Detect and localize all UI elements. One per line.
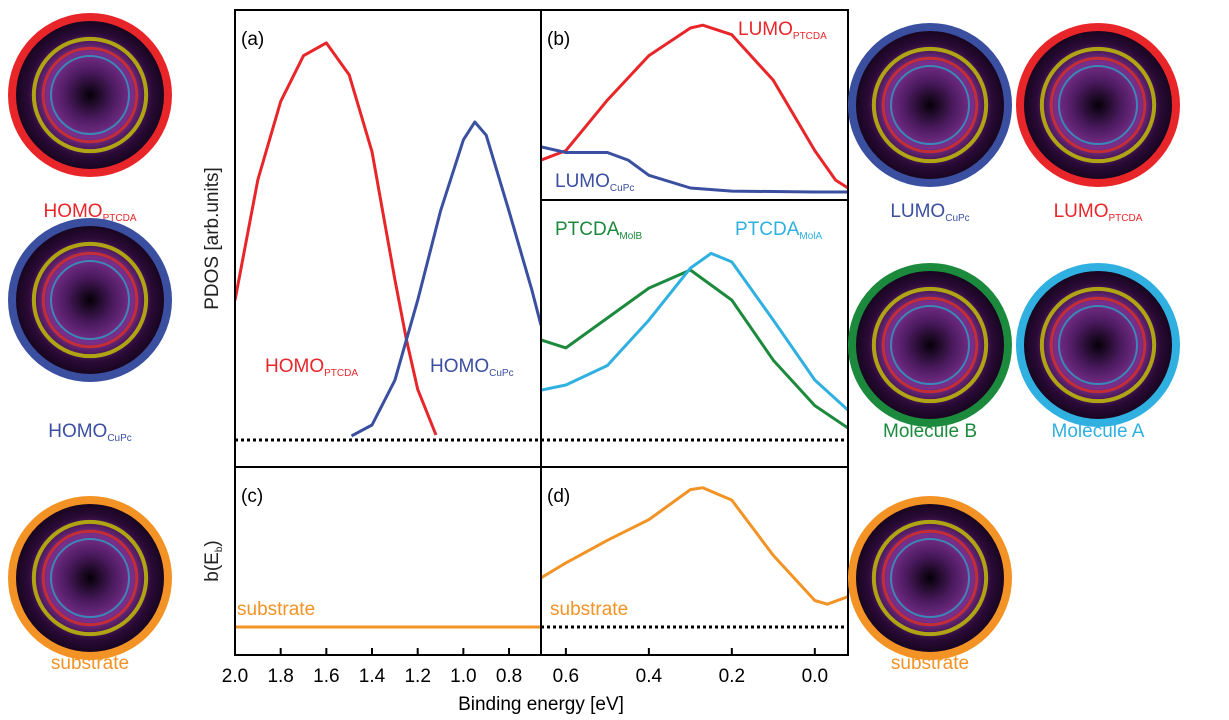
label-main: b(E — [202, 552, 223, 582]
map-label: substrate — [51, 653, 129, 674]
map-feature — [50, 55, 130, 135]
label-end: ) — [202, 540, 223, 546]
label-sub: PTCDA — [324, 368, 358, 379]
x-tick-label: 0.0 — [802, 666, 828, 687]
map-feature — [890, 65, 970, 145]
curve-label: substrate — [550, 599, 628, 620]
map-label: Molecule A — [1052, 421, 1145, 442]
x-tick-label: 1.2 — [404, 666, 430, 687]
map-feature — [871, 286, 989, 404]
label-main: LUMO — [890, 201, 945, 222]
map-feature — [881, 529, 979, 627]
x-tick-label: 0.2 — [719, 666, 745, 687]
map-feature — [1058, 305, 1138, 385]
curve — [350, 120, 541, 438]
map-feature — [890, 305, 970, 385]
map-feature — [50, 260, 130, 340]
label-main: substrate — [51, 653, 129, 674]
panel-label: (a) — [241, 29, 264, 50]
label-sub: CuPc — [945, 213, 969, 224]
label-main: Molecule A — [1052, 421, 1145, 442]
x-tick-label: 1.6 — [313, 666, 339, 687]
y-axis-label: b(Eb) — [202, 540, 225, 581]
x-axis-label: Binding energy [eV] — [458, 694, 624, 715]
label-main: substrate — [237, 599, 315, 620]
label-sub: PTCDA — [103, 213, 137, 224]
x-tick-label: 2.0 — [222, 666, 248, 687]
curve-label: HOMOCuPc — [430, 356, 514, 379]
label-sub: MolA — [799, 231, 822, 242]
label-sub: PTCDA — [793, 31, 827, 42]
map-feature — [1039, 286, 1157, 404]
panel-label: (d) — [547, 486, 570, 507]
label-main: HOMO — [430, 356, 489, 377]
map-label: LUMOCuPc — [890, 201, 969, 224]
label-sub: CuPc — [107, 433, 131, 444]
label-main: PTCDA — [555, 219, 620, 240]
x-tick-label: 1.8 — [267, 666, 293, 687]
map-label: LUMOPTCDA — [1054, 201, 1143, 224]
map-feature — [41, 529, 139, 627]
panel-frame — [540, 466, 849, 656]
map-feature — [31, 519, 149, 637]
label-main: substrate — [891, 653, 969, 674]
x-tick-label: 0.6 — [553, 666, 579, 687]
x-tick-label: 0.4 — [636, 666, 663, 687]
map-feature — [890, 538, 970, 618]
curve — [541, 268, 848, 430]
label-main: substrate — [550, 599, 628, 620]
curve-label: LUMOCuPc — [555, 171, 634, 194]
map-feature — [1058, 65, 1138, 145]
label-sub: MolB — [619, 231, 642, 242]
curve — [541, 23, 848, 190]
map-feature — [1049, 296, 1147, 394]
panel-label: (c) — [241, 486, 263, 507]
map-feature — [881, 56, 979, 154]
curve-label: LUMOPTCDA — [738, 19, 827, 42]
y-axis-label: PDOS [arb.units] — [202, 167, 223, 310]
curve-label: substrate — [237, 599, 315, 620]
map-feature — [31, 36, 149, 154]
map-label: substrate — [891, 653, 969, 674]
map-feature — [50, 538, 130, 618]
label-main: LUMO — [738, 19, 793, 40]
label-main: LUMO — [1054, 201, 1109, 222]
panel-label: (b) — [547, 29, 570, 50]
label-main: Molecule B — [883, 421, 977, 442]
x-tick-label: 0.8 — [496, 666, 522, 687]
label-sub: b — [214, 546, 225, 552]
curve — [541, 145, 848, 194]
curve-label: HOMOPTCDA — [265, 356, 358, 379]
label-main: LUMO — [555, 171, 610, 192]
curve — [541, 251, 848, 412]
label-sub: CuPc — [489, 368, 513, 379]
label-sub: CuPc — [610, 183, 634, 194]
map-label: Molecule B — [883, 421, 977, 442]
label-main: HOMO — [48, 421, 107, 442]
label-main: HOMO — [265, 356, 324, 377]
map-label: HOMOCuPc — [48, 421, 132, 444]
map-feature — [1049, 56, 1147, 154]
curve-label: PTCDAMolA — [735, 219, 823, 242]
label-main: HOMO — [43, 201, 102, 222]
map-feature — [1039, 46, 1157, 164]
label-main: PDOS [arb.units] — [202, 167, 223, 310]
label-sub: PTCDA — [1109, 213, 1143, 224]
map-feature — [31, 241, 149, 359]
map-feature — [41, 46, 139, 144]
x-tick-label: 1.4 — [359, 666, 386, 687]
label-main: PTCDA — [735, 219, 800, 240]
curve — [541, 486, 848, 606]
map-label: HOMOPTCDA — [43, 201, 136, 224]
curve — [235, 41, 438, 436]
map-feature — [881, 296, 979, 394]
map-feature — [41, 251, 139, 349]
x-tick-label: 1.0 — [450, 666, 476, 687]
map-feature — [871, 519, 989, 637]
map-feature — [871, 46, 989, 164]
curve-label: PTCDAMolB — [555, 219, 643, 242]
